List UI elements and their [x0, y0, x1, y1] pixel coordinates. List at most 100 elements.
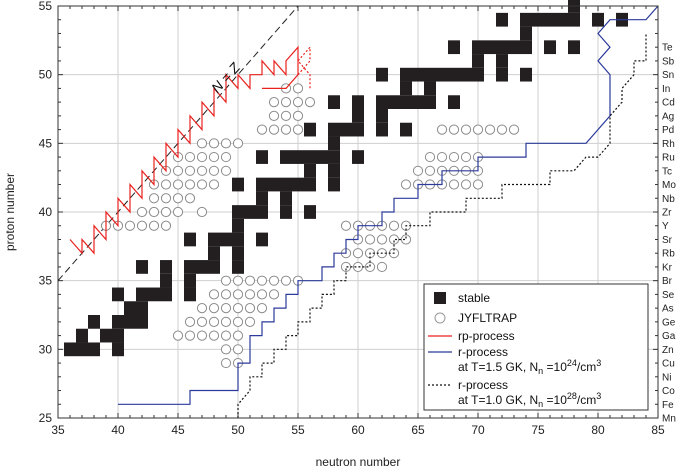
jyfltrap-point	[472, 179, 484, 190]
stable-point	[400, 95, 412, 109]
jyfltrap-point	[292, 83, 304, 94]
jyfltrap-point	[160, 179, 172, 190]
jyfltrap-point	[184, 316, 196, 327]
jyfltrap-point	[352, 248, 364, 259]
jyfltrap-point	[208, 138, 220, 149]
element-label: Mn	[662, 414, 676, 425]
jyfltrap-point	[196, 151, 208, 163]
jyfltrap-point	[244, 275, 256, 286]
stable-point	[280, 191, 292, 206]
element-label: In	[662, 84, 670, 95]
y-tick-labels: 25 30 35 40 45 50 55	[39, 0, 53, 425]
jyfltrap-point	[184, 330, 196, 341]
jyfltrap-point	[292, 124, 304, 135]
stable-point	[376, 95, 388, 109]
rp-process-series	[69, 45, 311, 255]
jyfltrap-point	[160, 206, 172, 218]
stable-point	[448, 67, 460, 82]
stable-point	[328, 150, 340, 164]
stable-point	[304, 150, 316, 164]
stable-point	[400, 122, 412, 137]
element-label: Br	[662, 276, 673, 287]
jyfltrap-point	[424, 151, 436, 163]
stable-point	[232, 246, 244, 261]
stable-point	[472, 54, 484, 68]
stable-point	[544, 12, 556, 27]
jyfltrap-point	[436, 124, 448, 135]
jyfltrap-point	[460, 179, 472, 190]
jyfltrap-point	[172, 330, 184, 341]
jyfltrap-point	[148, 220, 160, 231]
stable-point	[340, 122, 352, 137]
jyfltrap-point	[292, 97, 304, 108]
jyfltrap-point	[484, 124, 496, 135]
stable-point	[328, 136, 340, 151]
stable-point	[520, 40, 532, 55]
stable-point	[376, 67, 388, 82]
stable-point	[424, 95, 436, 109]
y-tick-label: 40	[39, 205, 53, 219]
jyfltrap-point	[172, 206, 184, 218]
x-tick-label: 50	[231, 423, 245, 437]
x-tick-label: 65	[411, 423, 425, 437]
stable-point	[76, 342, 88, 357]
jyfltrap-point	[220, 165, 232, 176]
jyfltrap-point	[160, 220, 172, 231]
stable-point	[424, 81, 436, 96]
jyfltrap-point	[460, 124, 472, 135]
stable-point	[436, 67, 448, 82]
stable-point	[184, 232, 196, 247]
r-process-10gk-series	[237, 33, 647, 418]
jyfltrap-point	[196, 165, 208, 176]
element-label: As	[662, 304, 674, 315]
stable-point	[448, 95, 460, 109]
jyfltrap-point	[448, 151, 460, 163]
jyfltrap-point	[184, 193, 196, 204]
jyfltrap-point	[436, 151, 448, 163]
stable-point	[88, 315, 100, 329]
jyfltrap-point	[208, 330, 220, 341]
jyfltrap-point	[124, 220, 136, 231]
stable-point	[376, 109, 388, 123]
jyfltrap-point	[280, 110, 292, 121]
stable-point	[496, 40, 508, 55]
jyfltrap-point	[172, 179, 184, 190]
jyfltrap-point	[400, 179, 412, 190]
stable-point	[400, 67, 412, 82]
stable-point	[316, 150, 328, 164]
jyfltrap-point	[232, 344, 244, 355]
stable-point	[136, 301, 148, 315]
element-label: Ga	[662, 331, 676, 342]
element-label: Fe	[662, 400, 674, 411]
element-label: Ru	[662, 153, 675, 164]
stable-point	[232, 260, 244, 274]
jyfltrap-point	[220, 303, 232, 314]
stable-point	[280, 205, 292, 219]
stable-point	[424, 67, 436, 82]
legend-label: rp-process	[458, 329, 515, 343]
jyfltrap-point	[184, 179, 196, 190]
stable-point	[472, 40, 484, 55]
jyfltrap-point	[220, 138, 232, 149]
stable-point	[592, 12, 604, 27]
stable-point	[88, 342, 100, 357]
y-tick-label: 25	[39, 411, 53, 425]
legend-jyfltrap-swatch	[434, 312, 446, 324]
y-tick-label: 45	[39, 136, 53, 150]
stable-point	[520, 67, 532, 82]
jyfltrap-point	[304, 97, 316, 108]
stable-point	[304, 177, 316, 192]
element-label: Rh	[662, 139, 675, 150]
x-tick-label: 40	[111, 423, 125, 437]
stable-point	[304, 163, 316, 178]
jyfltrap-point	[388, 234, 400, 245]
jyfltrap-point	[376, 234, 388, 245]
element-label: Cd	[662, 98, 675, 109]
stable-point	[400, 81, 412, 96]
legend-sublabel: at T=1.5 GK, Nn =1024/cm3	[458, 358, 601, 376]
stable-point	[292, 150, 304, 164]
element-label: Zn	[662, 345, 674, 356]
rp-process-dotted-line	[297, 45, 311, 89]
stable-point	[160, 273, 172, 288]
